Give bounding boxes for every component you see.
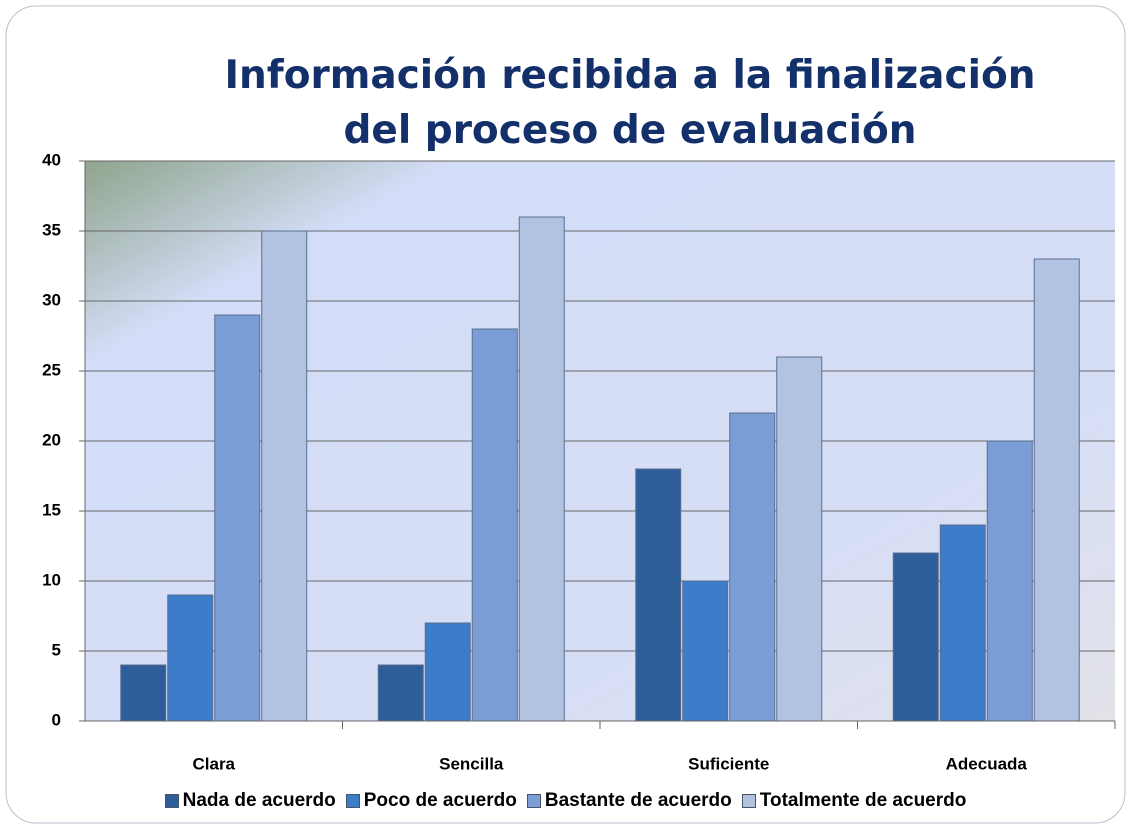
legend-label: Bastante de acuerdo xyxy=(544,790,732,811)
y-tick-label: 0 xyxy=(52,710,61,729)
x-tick-label: Sencilla xyxy=(439,754,504,773)
bar xyxy=(729,412,776,722)
x-tick-label: Suficiente xyxy=(688,754,769,773)
bar xyxy=(635,468,682,722)
y-tick-label: 10 xyxy=(42,570,61,589)
x-tick-label: Adecuada xyxy=(946,754,1028,773)
bar xyxy=(424,622,471,722)
legend-label: Totalmente de acuerdo xyxy=(759,790,967,811)
legend-label: Nada de acuerdo xyxy=(182,790,336,811)
y-tick-label: 20 xyxy=(42,430,61,449)
legend-label: Poco de acuerdo xyxy=(363,790,517,811)
bar xyxy=(892,552,939,722)
legend-item: Nada de acuerdo xyxy=(164,790,336,812)
bar xyxy=(471,328,518,722)
legend-swatch xyxy=(164,794,179,808)
bar xyxy=(518,216,565,722)
bar xyxy=(1033,258,1080,722)
bar xyxy=(776,356,823,722)
legend-swatch xyxy=(526,794,541,808)
bar xyxy=(682,580,729,722)
legend-item: Poco de acuerdo xyxy=(345,790,517,812)
bar xyxy=(167,594,214,722)
y-tick-label: 25 xyxy=(42,360,61,379)
legend-item: Bastante de acuerdo xyxy=(526,790,732,812)
legend-item: Totalmente de acuerdo xyxy=(741,790,967,812)
legend-swatch xyxy=(345,794,360,808)
y-tick-label: 15 xyxy=(42,500,61,519)
y-tick-label: 30 xyxy=(42,290,61,309)
bar xyxy=(261,230,308,722)
bar xyxy=(377,664,424,722)
y-tick-label: 5 xyxy=(52,640,61,659)
y-tick-label: 40 xyxy=(42,150,61,169)
bar xyxy=(939,524,986,722)
bar xyxy=(120,664,167,722)
legend-swatch xyxy=(741,794,756,808)
bar xyxy=(214,314,261,722)
bar xyxy=(986,440,1033,722)
chart-title: Información recibida a la finalización d… xyxy=(224,53,1036,153)
legend: Nada de acuerdo Poco de acuerdo Bastante d… xyxy=(0,790,1131,812)
x-tick-label: Clara xyxy=(192,754,235,773)
y-tick-label: 35 xyxy=(42,220,61,239)
